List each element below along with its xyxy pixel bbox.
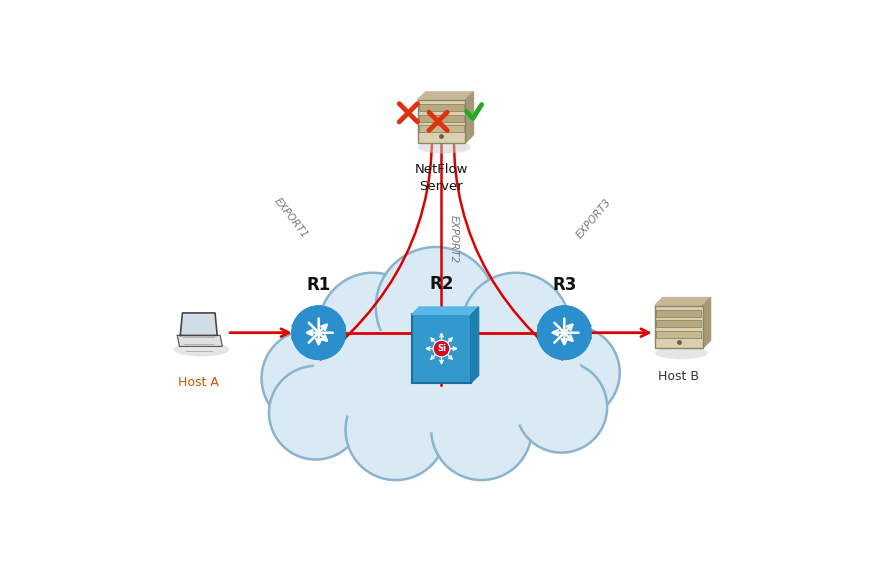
Text: Host A: Host A [178,375,219,389]
Polygon shape [703,297,711,348]
Circle shape [269,366,363,460]
Ellipse shape [655,347,708,359]
Polygon shape [418,92,473,100]
FancyBboxPatch shape [419,104,464,111]
Circle shape [319,273,427,381]
Polygon shape [411,307,479,315]
FancyArrowPatch shape [451,95,562,359]
Text: NetFlow
Server: NetFlow Server [415,163,468,193]
FancyArrowPatch shape [437,95,446,386]
Circle shape [291,305,346,360]
Text: EXPORT3: EXPORT3 [575,197,613,241]
Text: Si: Si [437,344,446,353]
Ellipse shape [305,321,590,436]
Polygon shape [465,92,473,143]
Ellipse shape [174,342,230,356]
Text: Host B: Host B [658,370,699,383]
Ellipse shape [291,331,346,346]
FancyBboxPatch shape [656,320,701,327]
FancyBboxPatch shape [656,310,701,317]
Circle shape [376,247,495,367]
FancyArrowPatch shape [321,95,434,359]
Ellipse shape [537,319,592,333]
Polygon shape [654,297,711,305]
Text: R1: R1 [306,276,331,294]
Circle shape [376,247,495,367]
Circle shape [319,273,427,381]
Polygon shape [177,335,223,346]
FancyBboxPatch shape [418,100,465,143]
Polygon shape [180,313,217,335]
Text: EXPORT2: EXPORT2 [449,215,459,263]
Circle shape [537,305,592,360]
Circle shape [431,379,532,480]
Text: R2: R2 [429,275,454,293]
Circle shape [526,326,620,420]
Circle shape [431,379,532,480]
Circle shape [345,379,446,480]
Ellipse shape [418,141,471,154]
Text: EXPORT1: EXPORT1 [272,196,310,241]
Circle shape [434,340,449,357]
Circle shape [269,366,363,460]
Circle shape [462,273,570,381]
Circle shape [516,361,608,453]
Circle shape [291,305,346,360]
Text: R3: R3 [552,276,577,294]
Circle shape [462,273,570,381]
FancyBboxPatch shape [419,307,479,375]
FancyBboxPatch shape [656,331,701,338]
Ellipse shape [310,324,585,433]
FancyBboxPatch shape [654,305,703,348]
Circle shape [261,330,358,427]
Circle shape [516,361,608,453]
Circle shape [526,326,620,420]
Polygon shape [472,307,479,383]
Ellipse shape [537,331,592,346]
FancyBboxPatch shape [411,315,472,383]
Circle shape [537,305,592,360]
Circle shape [345,379,446,480]
Polygon shape [183,315,215,333]
FancyBboxPatch shape [419,115,464,122]
Circle shape [261,330,358,427]
Ellipse shape [291,319,346,333]
FancyBboxPatch shape [419,125,464,132]
